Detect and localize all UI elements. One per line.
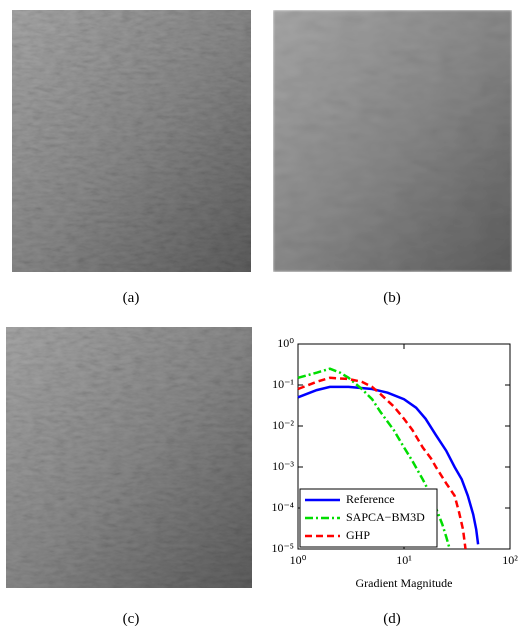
series-line <box>297 367 451 550</box>
caption: (b) <box>383 290 401 306</box>
y-tick-label: 10⁻⁴ <box>271 500 294 514</box>
legend-label: GHP <box>346 528 370 542</box>
caption: (a) <box>123 290 140 306</box>
caption: (c) <box>123 611 140 627</box>
image-b <box>273 10 512 272</box>
image-c <box>6 327 252 588</box>
y-tick-label: 10⁻² <box>272 418 294 432</box>
y-tick-label: 10⁻³ <box>272 459 294 473</box>
x-axis-label: Gradient Magnitude <box>356 576 453 590</box>
y-tick-label: 10⁻¹ <box>272 377 294 391</box>
x-tick-label: 10⁰ <box>290 553 307 567</box>
x-tick-label: 10² <box>502 553 518 567</box>
y-tick-label: 10⁻⁵ <box>271 541 294 555</box>
series-line <box>297 376 467 550</box>
legend-label: Reference <box>346 492 395 506</box>
y-tick-label: 10⁰ <box>277 336 294 350</box>
x-tick-label: 10¹ <box>396 553 412 567</box>
image-a <box>12 10 251 272</box>
legend-label: SAPCA−BM3D <box>346 510 425 524</box>
caption: (d) <box>383 611 401 627</box>
series-line <box>297 385 480 545</box>
